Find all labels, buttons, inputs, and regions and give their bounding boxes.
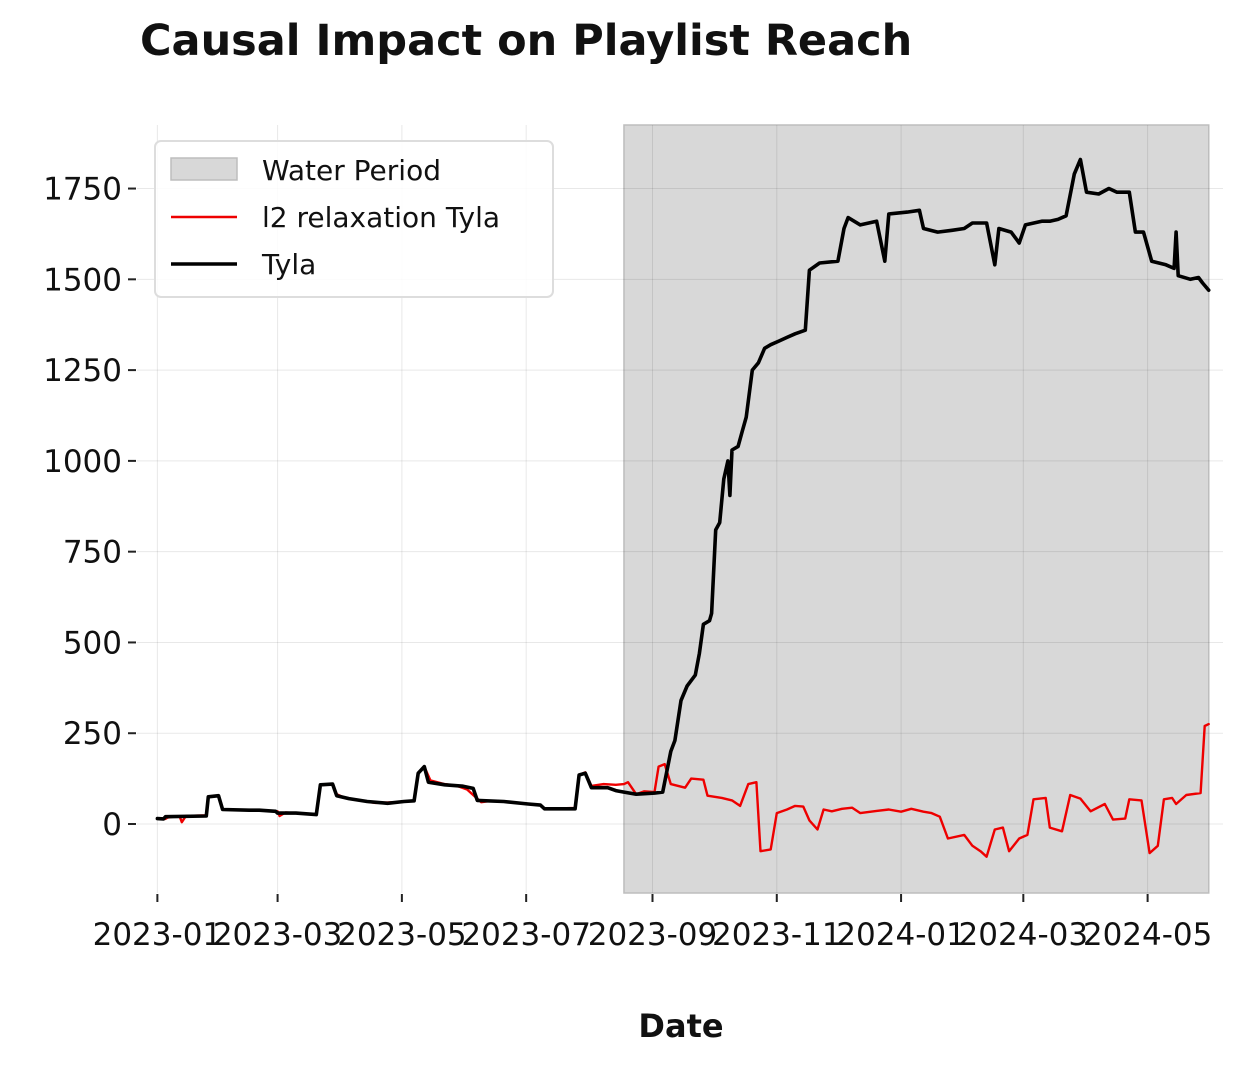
chart-title: Causal Impact on Playlist Reach bbox=[140, 16, 912, 66]
x-tick-label: 2024-05 bbox=[1083, 917, 1213, 953]
legend: Water Period l2 relaxation Tyla Tyla bbox=[154, 140, 554, 298]
x-tick-label: 2023-01 bbox=[93, 917, 223, 953]
x-axis-label: Date bbox=[638, 1007, 723, 1045]
x-axis-ticks: 2023-012023-032023-052023-072023-092023-… bbox=[93, 894, 1213, 953]
legend-box bbox=[154, 140, 554, 298]
x-tick-label: 2023-11 bbox=[712, 917, 842, 953]
legend-label-shaded-region: Water Period bbox=[262, 154, 441, 187]
shaded-region bbox=[623, 124, 1210, 894]
series-layer bbox=[155, 157, 1211, 858]
y-tick-label: 750 bbox=[63, 535, 122, 571]
y-tick-label: 1000 bbox=[43, 444, 122, 480]
y-tick-label: 250 bbox=[63, 716, 122, 752]
y-tick-label: 1250 bbox=[43, 353, 122, 389]
y-tick-label: 1750 bbox=[43, 172, 122, 208]
shaded-region-layer bbox=[623, 124, 1210, 894]
x-tick-label: 2023-07 bbox=[461, 917, 591, 953]
x-tick-label: 2024-01 bbox=[836, 917, 966, 953]
x-tick-label: 2023-09 bbox=[588, 917, 718, 953]
y-tick-label: 500 bbox=[63, 625, 122, 661]
y-tick-label: 0 bbox=[102, 807, 122, 843]
series-line-1 bbox=[155, 157, 1211, 821]
legend-label-series-0: l2 relaxation Tyla bbox=[262, 201, 500, 234]
x-tick-label: 2023-03 bbox=[213, 917, 343, 953]
x-tick-label: 2023-05 bbox=[337, 917, 467, 953]
y-axis-ticks: 0 250 500 750 1000 1250 1500 1750 bbox=[43, 172, 136, 843]
y-tick-label: 1500 bbox=[43, 262, 122, 298]
legend-swatch-shaded-region bbox=[170, 157, 238, 181]
legend-label-series-1: Tyla bbox=[261, 248, 316, 281]
x-tick-label: 2024-03 bbox=[959, 917, 1089, 953]
